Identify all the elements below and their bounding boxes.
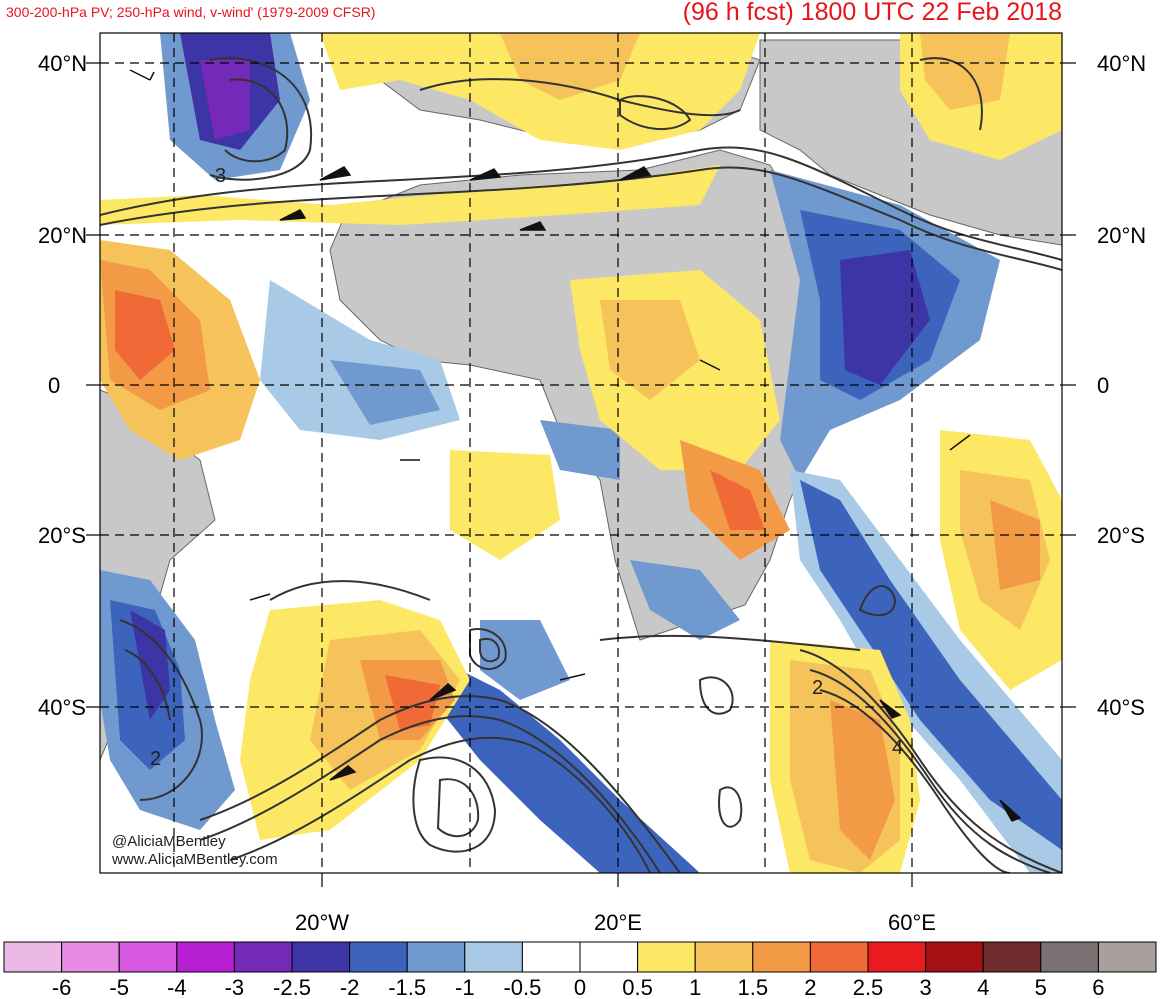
map-subtitle: 300-200-hPa PV; 250-hPa wind, v-wind' (1… — [6, 4, 376, 20]
colorbar-tick-label: -4 — [167, 975, 187, 999]
colorbar-tick-label: -3 — [225, 975, 245, 999]
colorbar-swatch — [291, 941, 351, 973]
pv-yellow-jet — [100, 165, 720, 225]
lat-label-right: 20°S — [1097, 523, 1145, 548]
credit-website: www.AliciaMBentley.com — [111, 851, 278, 868]
colorbar-swatch — [464, 941, 523, 973]
pv-blue-congo — [540, 420, 620, 480]
contour-label: 2 — [812, 677, 823, 699]
colorbar-swatch — [233, 941, 293, 973]
colorbar-swatch — [521, 941, 581, 973]
pv-blue-southern-band — [440, 660, 700, 873]
colorbar-swatch — [982, 941, 1042, 973]
map-border — [99, 32, 1063, 874]
wind-barbs — [129, 69, 1022, 822]
lat-label-right: 40°N — [1097, 51, 1146, 76]
colorbar-tick-label: 1 — [689, 975, 701, 999]
colorbar-tick-label: -0.5 — [503, 975, 541, 999]
colorbar-swatch — [809, 941, 869, 973]
pv-yellow-south-atlantic — [450, 450, 560, 560]
map-area: 3 2 4 2 @AliciaMBentley www.AliciaMBentl… — [100, 33, 1062, 873]
colorbar-swatch — [1040, 941, 1099, 973]
colorbar-swatch — [349, 941, 408, 973]
colorbar-swatch — [61, 941, 120, 973]
pv-yellow-mediterranean — [320, 33, 760, 150]
lat-label-left: 40°S — [38, 695, 86, 720]
contour-label: 4 — [892, 737, 903, 759]
graticule — [100, 33, 1062, 873]
colorbar-tick-label: -2 — [340, 975, 360, 999]
lat-label-right: 0 — [1097, 373, 1109, 398]
colorbar-tick-label: 4 — [977, 975, 989, 999]
colorbar-swatch — [176, 941, 235, 973]
lat-label-left: 0 — [48, 373, 60, 398]
colorbar-tick-label: 6 — [1092, 975, 1104, 999]
colorbar-swatch — [3, 941, 63, 973]
lat-label-left: 40°N — [38, 51, 87, 76]
colorbar-tick-label: 3 — [919, 975, 931, 999]
colorbar-tick-label: -6 — [52, 975, 72, 999]
axis-ticks — [86, 62, 1076, 887]
colorbar-swatch — [867, 941, 927, 973]
colorbar-tick-label: -5 — [109, 975, 129, 999]
colorbar-swatch — [694, 941, 754, 973]
colorbar-swatch — [406, 941, 466, 973]
pv-blue-southern-africa — [630, 560, 740, 640]
colorbar-swatch — [1097, 941, 1157, 973]
colorbar-tick-label: 2.5 — [853, 975, 884, 999]
colorbar-tick-label: 0 — [574, 975, 586, 999]
colorbar-tick-label: -1 — [455, 975, 475, 999]
lat-label-right: 20°N — [1097, 223, 1146, 248]
colorbar-swatch — [579, 941, 639, 973]
colorbar-swatch — [637, 941, 696, 973]
colorbar-swatch — [118, 941, 178, 973]
lon-label: 60°E — [888, 910, 936, 935]
colorbar-labels: -6 -5 -4 -3 -2.5 -2 -1.5 -1 -0.5 0 0.5 1 1.5 2 2.5 3 4 5 6 — [52, 975, 1105, 999]
colorbar-tick-label: 0.5 — [622, 975, 653, 999]
map-title: (96 h fcst) 1800 UTC 22 Feb 2018 — [682, 0, 1062, 26]
contour-label: 3 — [215, 165, 226, 187]
colorbar-tick-label: 2 — [804, 975, 816, 999]
colorbar-tick-label: -1.5 — [388, 975, 426, 999]
lon-label: 20°E — [594, 910, 642, 935]
credit-handle: @AliciaMBentley — [112, 833, 226, 850]
colorbar-tick-label: 5 — [1035, 975, 1047, 999]
lat-label-right: 40°S — [1097, 695, 1145, 720]
lat-label-left: 20°N — [38, 223, 87, 248]
colorbar-swatch — [752, 941, 811, 973]
colorbar-tick-label: -2.5 — [273, 975, 311, 999]
pv-contours — [100, 57, 1062, 873]
pv-blue-south-atlantic — [480, 620, 570, 700]
lon-label: 20°W — [295, 910, 349, 935]
colorbar-swatch — [925, 941, 984, 973]
lat-label-left: 20°S — [38, 523, 86, 548]
colorbar-tick-label: 1.5 — [738, 975, 769, 999]
contour-label: 2 — [150, 748, 161, 770]
colorbar — [3, 941, 1157, 973]
